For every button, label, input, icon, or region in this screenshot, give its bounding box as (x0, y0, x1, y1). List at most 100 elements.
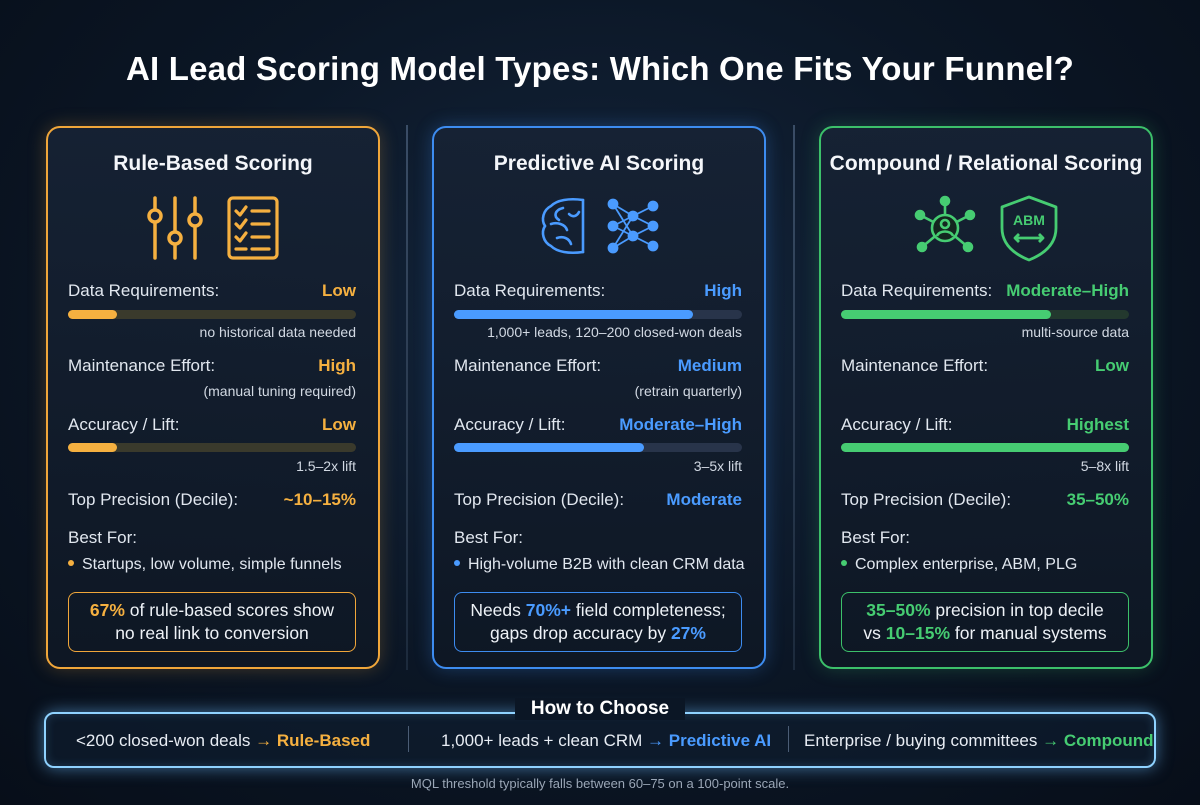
callout-highlight: 27% (670, 623, 706, 643)
precision-value: Moderate (666, 490, 742, 509)
callout-highlight: 67% (89, 600, 125, 620)
footnote: MQL threshold typically falls between 60… (410, 776, 790, 791)
bullet-dot (68, 559, 74, 566)
compound-relational-card: Compound / Relational Scoring ABM Data R… (819, 126, 1153, 669)
callout-text: of rule-based scores show (124, 600, 335, 620)
accuracy-fill (68, 443, 117, 452)
choose-option-predictive: 1,000+ leads + clean CRM → Predictive AI (441, 731, 771, 751)
option-condition: 1,000+ leads + clean CRM (441, 731, 643, 750)
callout-text: gaps drop accuracy by (490, 623, 671, 643)
accuracy-value: Moderate–High (619, 415, 742, 434)
precision-value: 35–50% (1066, 490, 1129, 509)
column-divider (406, 125, 408, 670)
accuracy-bar (454, 443, 742, 452)
data-requirements-bar (454, 310, 742, 319)
accuracy-note: 3–5x lift (693, 458, 742, 474)
maintenance-note: (manual tuning required) (203, 383, 356, 399)
accuracy-note: 1.5–2x lift (296, 458, 356, 474)
callout-text: no real link to conversion (115, 623, 309, 643)
card-title: Rule-Based Scoring (113, 152, 313, 175)
maintenance-note: (retrain quarterly) (634, 383, 742, 399)
maintenance-value: High (318, 356, 356, 375)
accuracy-bar (68, 443, 356, 452)
option-target: Compound (1063, 731, 1154, 750)
accuracy-label: Accuracy / Lift: (841, 415, 953, 434)
maintenance-label: Maintenance Effort: (68, 356, 216, 375)
option-condition: Enterprise / buying committees (804, 731, 1038, 750)
best-for-label: Best For: (454, 528, 523, 547)
option-target: Predictive AI (668, 731, 772, 750)
choose-option-compound: Enterprise / buying committees → Compoun… (804, 731, 1154, 751)
data-requirements-fill (68, 310, 117, 319)
card-icons (434, 194, 764, 266)
data-requirements-label: Data Requirements: (841, 281, 993, 300)
option-separator (408, 726, 409, 752)
data-requirements-fill (454, 310, 694, 319)
best-for-text: High-volume B2B with clean CRM data (468, 556, 745, 573)
card-icons (48, 194, 378, 266)
best-for-item: Complex enterprise, ABM, PLG (841, 556, 1077, 574)
best-for-label: Best For: (68, 528, 137, 547)
data-requirements-value: High (704, 281, 742, 300)
best-for-text: Startups, low volume, simple funnels (82, 556, 342, 573)
rule-based-card: Rule-Based Scoring Data Requirements: Lo… (46, 126, 380, 669)
best-for-item: High-volume B2B with clean CRM data (454, 556, 745, 574)
callout-text: Needs (470, 600, 526, 620)
option-target: Rule-Based (276, 731, 371, 750)
callout-text: field completeness; (571, 600, 726, 620)
callout-text: precision in top decile (930, 600, 1104, 620)
best-for-text: Complex enterprise, ABM, PLG (855, 556, 1078, 573)
card-icons: ABM (821, 194, 1151, 266)
callout-text: vs (863, 623, 886, 643)
accuracy-fill (454, 443, 645, 452)
option-separator (788, 726, 789, 752)
best-for-item: Startups, low volume, simple funnels (68, 556, 342, 574)
accuracy-value: Highest (1066, 415, 1129, 434)
abm-label: ABM (1013, 212, 1045, 228)
data-requirements-note: 1,000+ leads, 120–200 closed-won deals (487, 324, 742, 340)
arrow-icon: → (1042, 731, 1060, 750)
column-divider (793, 125, 795, 670)
precision-label: Top Precision (Decile): (841, 490, 1012, 509)
data-requirements-note: multi-source data (1021, 324, 1129, 340)
data-requirements-value: Low (322, 281, 356, 300)
accuracy-label: Accuracy / Lift: (454, 415, 566, 434)
accuracy-value: Low (322, 415, 356, 434)
maintenance-value: Medium (677, 356, 742, 375)
page-title: AI Lead Scoring Model Types: Which One F… (125, 50, 1075, 87)
callout-highlight: 35–50% (866, 600, 931, 620)
arrow-icon: → (255, 731, 273, 750)
accuracy-label: Accuracy / Lift: (68, 415, 180, 434)
maintenance-label: Maintenance Effort: (454, 356, 602, 375)
maintenance-value: Low (1095, 356, 1129, 375)
best-for-label: Best For: (841, 528, 910, 547)
data-requirements-fill (841, 310, 1052, 319)
neural-network-icon (607, 198, 659, 254)
data-requirements-bar (68, 310, 356, 319)
how-to-choose-panel (44, 712, 1156, 768)
maintenance-label: Maintenance Effort: (841, 356, 989, 375)
callout-text: for manual systems (950, 623, 1107, 643)
callout-highlight: 10–15% (885, 623, 951, 643)
bullet-dot (841, 559, 847, 566)
stat-callout: 35–50% precision in top decile vs 10–15%… (841, 592, 1129, 652)
brain-icon (541, 197, 585, 255)
abm-shield-icon: ABM (1000, 195, 1058, 262)
choose-option-rule-based: <200 closed-won deals → Rule-Based (76, 731, 370, 751)
data-requirements-label: Data Requirements: (68, 281, 220, 300)
how-to-choose-title: How to Choose (515, 698, 685, 720)
bullet-dot (454, 559, 460, 566)
card-title: Predictive AI Scoring (493, 152, 705, 175)
stat-callout: 67% of rule-based scores show no real li… (68, 592, 356, 652)
arrow-icon: → (647, 731, 665, 750)
accuracy-note: 5–8x lift (1080, 458, 1129, 474)
accuracy-bar (841, 443, 1129, 452)
data-requirements-value: Moderate–High (1006, 281, 1129, 300)
card-title: Compound / Relational Scoring (829, 152, 1143, 175)
predictive-ai-card: Predictive AI Scoring Data Requirements:… (432, 126, 766, 669)
callout-highlight: 70%+ (525, 600, 572, 620)
data-requirements-note: no historical data needed (199, 324, 356, 340)
precision-label: Top Precision (Decile): (68, 490, 239, 509)
precision-value: ~10–15% (283, 490, 356, 509)
data-requirements-bar (841, 310, 1129, 319)
